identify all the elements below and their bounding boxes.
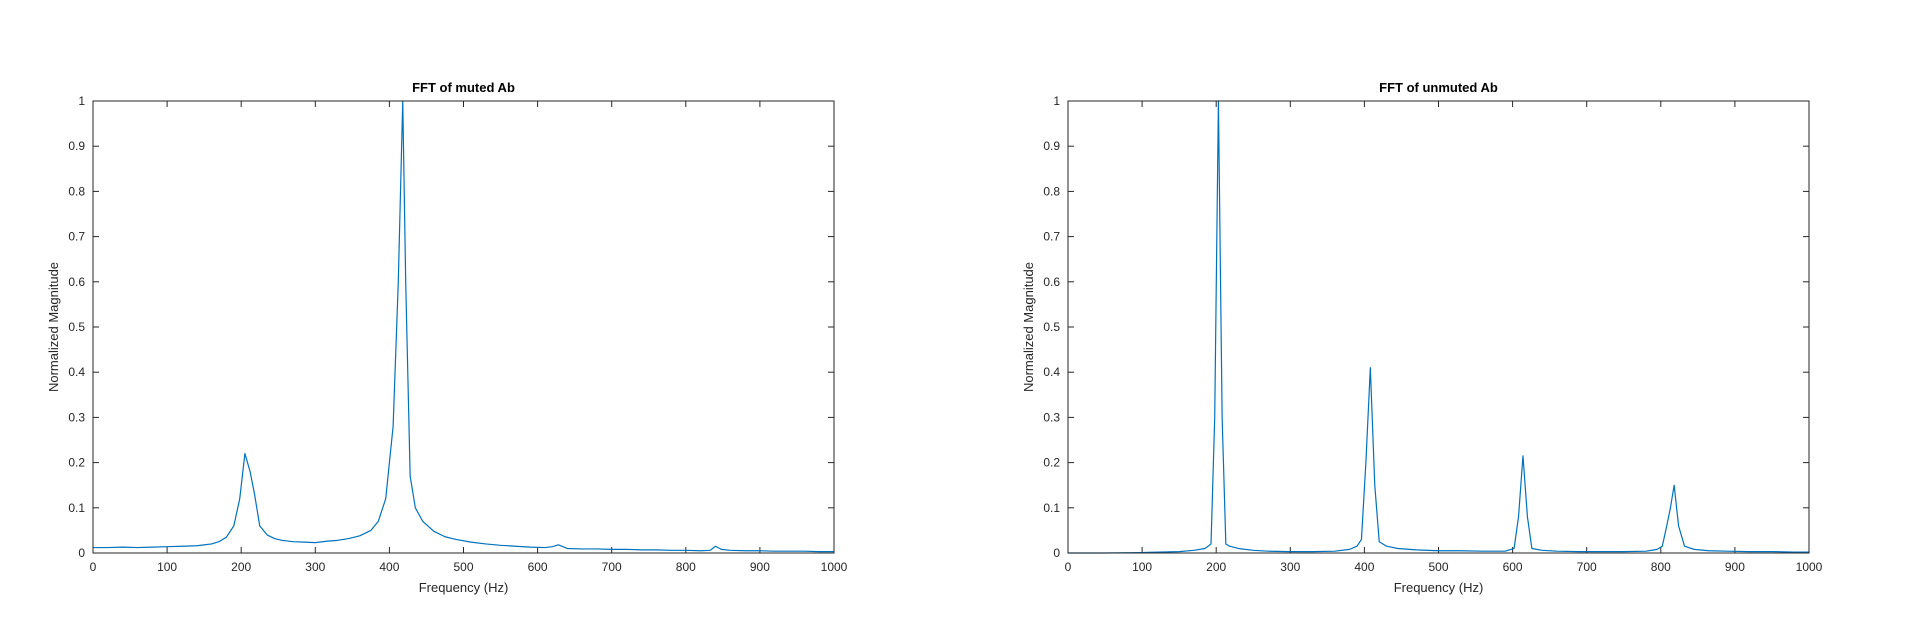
- y-axis-label: Normalized Magnitude: [46, 262, 61, 392]
- x-tick-label: 800: [1651, 560, 1671, 574]
- y-tick-label: 0.3: [68, 410, 85, 424]
- axes-border: [92, 100, 835, 554]
- y-tick-label: 1: [1053, 94, 1060, 108]
- y-tick-label: 0.1: [1043, 501, 1060, 515]
- x-tick-label: 0: [90, 560, 97, 574]
- y-tick-label: 0.4: [1043, 365, 1060, 379]
- x-tick-label: 200: [1206, 560, 1226, 574]
- x-tick-label: 300: [305, 560, 325, 574]
- y-tick-label: 0.8: [68, 184, 85, 198]
- y-tick-label: 0.5: [1043, 320, 1060, 334]
- x-tick-label: 300: [1280, 560, 1300, 574]
- x-tick-label: 900: [1725, 560, 1745, 574]
- x-tick-label: 100: [157, 560, 177, 574]
- y-axis-label: Normalized Magnitude: [1021, 262, 1036, 392]
- y-tick-label: 0.8: [1043, 184, 1060, 198]
- axes-box: [92, 100, 835, 554]
- y-tick-label: 0.2: [1043, 456, 1060, 470]
- x-tick-label: 400: [379, 560, 399, 574]
- plot-unmuted-ab: 0 100 200 300 400 500 600 700 800 900 1000 0 0.1 0.2 0…: [1021, 80, 1823, 595]
- y-tick-label: 0: [78, 546, 85, 560]
- chart-title: FFT of unmuted Ab: [1379, 80, 1498, 95]
- y-tick-label: 0.6: [1043, 275, 1060, 289]
- x-tick-label: 1000: [1796, 560, 1823, 574]
- x-tick-label: 800: [676, 560, 696, 574]
- y-tick-label: 0.3: [1043, 410, 1060, 424]
- x-tick-label: 500: [453, 560, 473, 574]
- x-axis-label: Frequency (Hz): [1394, 580, 1484, 595]
- y-tick-label: 0.9: [68, 139, 85, 153]
- y-tick-label: 0: [1053, 546, 1060, 560]
- x-tick-label: 600: [528, 560, 548, 574]
- y-tick-label: 0.6: [68, 275, 85, 289]
- x-axis-label: Frequency (Hz): [419, 580, 509, 595]
- x-tick-label: 0: [1065, 560, 1072, 574]
- x-tick-label: 600: [1503, 560, 1523, 574]
- x-tick-label: 700: [602, 560, 622, 574]
- y-tick-label: 0.7: [1043, 230, 1060, 244]
- y-tick-label: 1: [78, 94, 85, 108]
- y-tick-label: 0.7: [68, 230, 85, 244]
- x-tick-label: 400: [1354, 560, 1374, 574]
- y-tick-label: 0.5: [68, 320, 85, 334]
- y-tick-label: 0.1: [68, 501, 85, 515]
- series-line: [93, 100, 834, 553]
- plot-muted-ab: 0 100 200 300 400 500 600 700 800 900 1000 0 0.1 0.2 0…: [46, 80, 848, 595]
- series-line: [1068, 100, 1809, 554]
- axes-box: [1067, 100, 1810, 554]
- axes-border: [1067, 100, 1810, 554]
- x-tick-label: 200: [231, 560, 251, 574]
- y-tick-label: 0.9: [1043, 139, 1060, 153]
- x-tick-label: 900: [750, 560, 770, 574]
- x-tick-label: 700: [1577, 560, 1597, 574]
- x-tick-label: 100: [1132, 560, 1152, 574]
- x-tick-label: 500: [1428, 560, 1448, 574]
- y-tick-label: 0.2: [68, 456, 85, 470]
- x-tick-label: 1000: [821, 560, 848, 574]
- chart-title: FFT of muted Ab: [412, 80, 515, 95]
- y-tick-label: 0.4: [68, 365, 85, 379]
